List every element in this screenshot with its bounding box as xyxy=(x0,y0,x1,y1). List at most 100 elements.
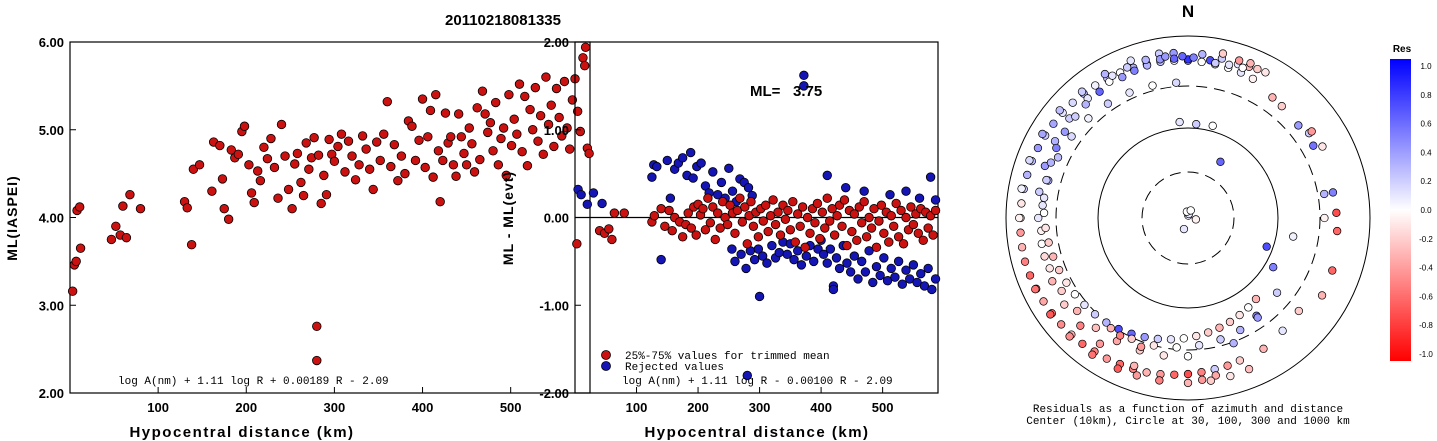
residual-point xyxy=(1108,71,1117,80)
data-point-red xyxy=(357,131,368,141)
data-point-blue xyxy=(743,182,754,193)
data-point-red xyxy=(837,221,847,231)
residual-point xyxy=(1016,228,1025,237)
data-point-red xyxy=(75,243,86,253)
residual-point xyxy=(1198,375,1207,384)
data-point-blue xyxy=(724,163,734,174)
data-point-red xyxy=(918,235,928,246)
residual-point xyxy=(1183,378,1193,388)
data-point-red xyxy=(472,103,482,113)
data-point-red xyxy=(410,155,421,166)
data-point-blue xyxy=(685,147,696,158)
residual-point xyxy=(1052,143,1061,153)
axis-ticks: 100 200 300 400 500 2.00 3.00 4.00 5.00 6.00 xyxy=(39,35,522,415)
residual-point xyxy=(1017,243,1027,252)
ring-100km xyxy=(1097,127,1279,309)
residual-point xyxy=(1229,339,1238,348)
data-point-red xyxy=(438,155,448,166)
data-point-blue xyxy=(730,256,740,267)
data-point-red xyxy=(226,145,236,155)
data-point-red xyxy=(800,242,810,253)
data-point-blue xyxy=(762,258,772,268)
residual-point xyxy=(1320,189,1329,199)
data-point-red xyxy=(435,197,445,207)
azimuth-residual-map: N Residuals as a function of azimuth and… xyxy=(1005,2,1371,428)
data-point-blue xyxy=(809,256,819,267)
caption-line-2: Center (10km), Circle at 30, 100, 300 an… xyxy=(1026,416,1350,428)
residual-point xyxy=(1192,331,1201,341)
y-tick-label: 4.00 xyxy=(39,211,64,226)
residual-point xyxy=(1248,74,1258,84)
residual-point xyxy=(1118,72,1127,82)
residual-point xyxy=(1127,334,1136,343)
data-point-red xyxy=(350,175,361,185)
residual-point xyxy=(1035,187,1044,196)
data-point-red xyxy=(839,195,850,205)
data-point-red xyxy=(490,97,501,108)
residual-point xyxy=(1225,317,1235,327)
data-point-red xyxy=(485,118,496,128)
data-point-red xyxy=(488,146,498,156)
residual-point xyxy=(1115,331,1125,340)
residual-point xyxy=(1169,54,1179,63)
residual-point xyxy=(1070,290,1080,299)
residual-point xyxy=(1067,132,1076,141)
data-point-red xyxy=(812,198,823,209)
data-point-red xyxy=(423,132,433,142)
data-point-blue xyxy=(688,173,698,183)
data-point-red xyxy=(386,161,396,172)
data-point-red xyxy=(557,131,567,141)
data-point-blue xyxy=(588,188,599,198)
data-point-red xyxy=(336,129,347,139)
data-point-red xyxy=(705,218,716,228)
colorbar-tick-label: -0.6 xyxy=(1419,292,1433,301)
data-point-blue xyxy=(879,253,889,263)
data-point-red xyxy=(517,146,527,157)
data-point-red xyxy=(810,218,820,228)
residual-point xyxy=(1095,339,1105,348)
data-point-red xyxy=(742,239,752,249)
residual-point xyxy=(1039,193,1049,202)
data-point-blue xyxy=(727,244,737,254)
data-point-red xyxy=(461,160,472,170)
data-point-red xyxy=(667,225,677,236)
data-point-red xyxy=(677,232,688,242)
residual-point xyxy=(1268,93,1277,102)
data-point-red xyxy=(417,94,428,104)
residual-point xyxy=(1091,323,1100,333)
data-point-blue xyxy=(831,253,842,263)
data-point-red xyxy=(467,139,477,149)
colorbar: Res 1.0 0.8 0.6 0.4 0.2 0.0 -0.2 -0.4 -0.6 -0.8 -1… xyxy=(1390,44,1433,361)
ring-1000km xyxy=(1005,35,1371,401)
residual-point xyxy=(1068,98,1077,107)
data-point-red xyxy=(121,232,132,243)
residual-point xyxy=(1175,117,1184,127)
data-point-red xyxy=(857,218,867,228)
data-point-red xyxy=(773,207,783,217)
data-point-red xyxy=(498,123,509,133)
residual-point xyxy=(1261,68,1270,77)
x-tick-label: 500 xyxy=(500,400,522,415)
data-point-red xyxy=(501,170,511,181)
residual-point xyxy=(1183,352,1193,361)
data-point-blue xyxy=(801,251,812,261)
data-point-blue xyxy=(908,260,919,270)
data-point-blue xyxy=(842,258,852,268)
data-point-blue xyxy=(822,258,832,268)
data-point-red xyxy=(233,149,244,160)
residual-point xyxy=(1253,313,1262,322)
data-point-blue xyxy=(652,161,662,172)
data-point-blue xyxy=(662,155,672,166)
data-point-blue xyxy=(857,256,867,267)
data-point-red xyxy=(182,203,192,213)
residual-point xyxy=(1057,286,1066,296)
residual-point xyxy=(1328,188,1338,197)
data-point-red xyxy=(876,200,887,210)
data-point-blue xyxy=(923,263,933,274)
residual-point xyxy=(1172,343,1181,352)
data-point-red xyxy=(301,138,311,148)
data-point-red xyxy=(698,204,708,214)
colorbar-tick-label: 0.2 xyxy=(1420,177,1432,186)
residual-point xyxy=(1235,310,1244,320)
data-point-red xyxy=(609,208,620,218)
